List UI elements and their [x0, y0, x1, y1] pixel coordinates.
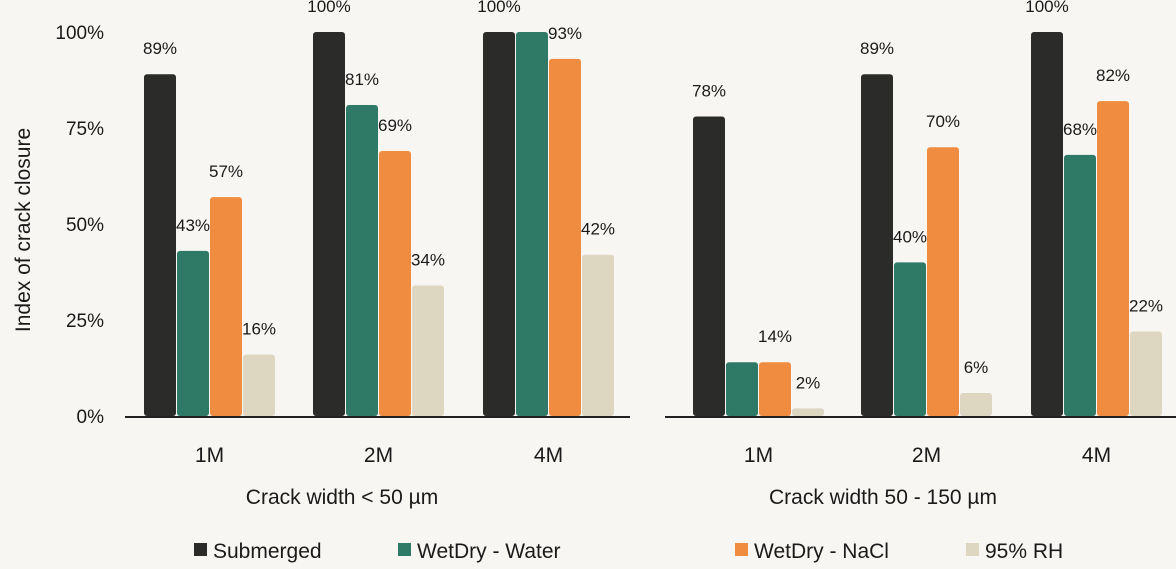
data-label-p1-2M-s3: 69%	[378, 116, 412, 135]
data-label-p2-2M-s2: 40%	[893, 227, 927, 246]
data-label-p2-4M-s1: 100%	[1025, 0, 1068, 16]
bar-p2-4M-s1	[1031, 32, 1063, 416]
x-axis-title-1: Crack width < 50 µm	[246, 486, 438, 509]
data-label-p1-4M-s4: 42%	[581, 220, 615, 239]
bar-p2-1M-s4	[792, 408, 824, 416]
x-tick-label-p2-1M: 1M	[744, 444, 773, 467]
data-label-p1-1M-s2: 43%	[176, 216, 210, 235]
data-label-p2-1M-s1: 78%	[692, 81, 726, 100]
bar-p2-2M-s2	[894, 262, 926, 416]
legend-swatch-4	[966, 543, 979, 556]
x-tick-label-p1-4M: 4M	[534, 444, 563, 467]
data-label-p1-1M-s4: 16%	[242, 320, 276, 339]
data-label-p2-1M-s3: 14%	[758, 327, 792, 346]
data-label-p1-2M-s1: 100%	[307, 0, 350, 16]
bar-p1-4M-s1	[483, 32, 515, 416]
bar-p1-1M-s2	[177, 250, 209, 416]
data-label-p2-4M-s3: 82%	[1096, 66, 1130, 85]
legend-label-4: 95% RH	[985, 540, 1063, 563]
data-label-p2-2M-s1: 89%	[860, 39, 894, 58]
bar-p1-4M-s3	[549, 58, 581, 416]
x-tick-label-p2-2M: 2M	[912, 444, 941, 467]
data-label-p1-2M-s4: 34%	[411, 250, 445, 269]
bar-p1-2M-s1	[313, 32, 345, 416]
bar-p1-1M-s4	[243, 354, 275, 416]
bar-p2-2M-s4	[960, 392, 992, 416]
y-tick-label-4: 100%	[55, 23, 104, 44]
x-tick-label-p1-2M: 2M	[364, 444, 393, 467]
data-label-p2-2M-s4: 6%	[964, 358, 989, 377]
bar-p2-4M-s3	[1097, 101, 1129, 417]
y-tick-label-0: 0%	[77, 407, 105, 428]
data-label-p1-1M-s3: 57%	[209, 162, 243, 181]
data-label-p1-4M-s3: 93%	[548, 24, 582, 43]
bar-p1-1M-s3	[210, 197, 242, 416]
bar-p1-2M-s2	[346, 104, 378, 417]
bar-p1-2M-s3	[379, 151, 411, 417]
bar-p2-2M-s1	[861, 74, 893, 417]
data-label-p2-4M-s2: 68%	[1063, 120, 1097, 139]
x-axis-title-2: Crack width 50 - 150 µm	[769, 486, 997, 509]
bar-p1-2M-s4	[412, 285, 444, 416]
bar-p2-1M-s3	[759, 362, 791, 416]
data-label-p2-4M-s4: 22%	[1129, 297, 1163, 316]
bar-p2-1M-s2	[726, 362, 758, 416]
legend-label-1: Submerged	[213, 540, 322, 563]
legend-swatch-3	[735, 543, 748, 556]
bar-p2-4M-s4	[1130, 331, 1162, 416]
legend-swatch-2	[398, 543, 411, 556]
bar-p2-2M-s3	[927, 147, 959, 416]
data-label-p2-2M-s3: 70%	[926, 112, 960, 131]
data-label-p1-2M-s2: 81%	[345, 70, 379, 89]
legend-swatch-1	[194, 543, 207, 556]
data-label-p1-1M-s1: 89%	[143, 39, 177, 58]
x-tick-label-p2-4M: 4M	[1082, 444, 1111, 467]
legend-label-2: WetDry - Water	[417, 540, 561, 563]
legend-label-3: WetDry - NaCl	[754, 540, 889, 563]
data-label-p2-1M-s4: 2%	[796, 373, 821, 392]
bar-p2-1M-s1	[693, 116, 725, 416]
y-tick-label-1: 25%	[66, 311, 104, 332]
y-tick-label-2: 50%	[66, 215, 104, 236]
x-tick-label-p1-1M: 1M	[195, 444, 224, 467]
data-label-p1-4M-s1: 100%	[477, 0, 520, 16]
y-axis-title: Index of crack closure	[12, 128, 35, 332]
bar-p2-4M-s2	[1064, 154, 1096, 416]
y-tick-label-3: 75%	[66, 119, 104, 140]
bar-p1-1M-s1	[144, 74, 176, 417]
bar-p1-4M-s4	[582, 254, 614, 416]
bar-p1-4M-s2	[516, 32, 548, 416]
